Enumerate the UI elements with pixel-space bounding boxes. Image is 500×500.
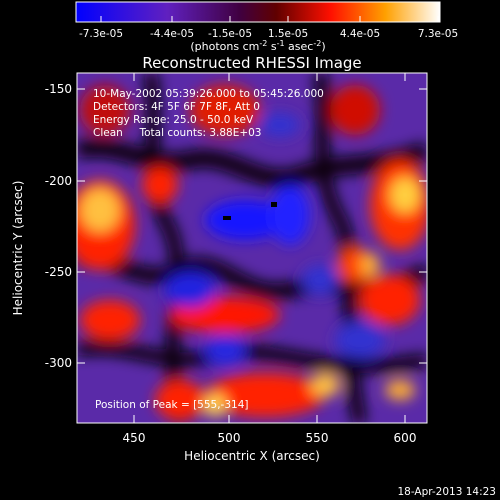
min-marker [223, 216, 231, 220]
y-tick-label: -150 [45, 82, 72, 96]
y-axis-label: Heliocentric Y (arcsec) [11, 181, 25, 316]
x-tick-label: 600 [394, 431, 417, 445]
colorbar: -7.3e-05 -4.4e-05 -1.5e-05 1.5e-05 4.4e-05 7.… [75, 1, 458, 53]
x-tick-label: 500 [218, 431, 241, 445]
y-tick-label: -300 [45, 356, 72, 370]
info-line-energy: Energy Range: 25.0 - 50.0 keV [93, 114, 254, 126]
x-tick-label: 450 [123, 431, 146, 445]
rhessi-image-map [77, 73, 427, 423]
colorbar-tick-label: -7.3e-05 [79, 28, 123, 40]
colorbar-tick-label: 4.4e-05 [340, 28, 380, 40]
colorbar-tick-label: -1.5e-05 [208, 28, 252, 40]
info-line-counts: Clean Total counts: 3.88E+03 [93, 127, 262, 139]
colorbar-tick-label: 7.3e-05 [418, 28, 458, 40]
x-axis: 450 500 550 600 [123, 73, 417, 445]
y-axis: -150 -200 -250 -300 [45, 82, 427, 370]
min-marker-2 [271, 202, 277, 207]
colorbar-gradient [75, 1, 441, 23]
colorbar-tick-label: -4.4e-05 [150, 28, 194, 40]
colorbar-ticks: -7.3e-05 -4.4e-05 -1.5e-05 1.5e-05 4.4e-05 7.… [79, 16, 458, 40]
colorbar-tick-label: 1.5e-05 [268, 28, 308, 40]
x-tick-label: 550 [306, 431, 329, 445]
y-tick-label: -200 [45, 174, 72, 188]
x-axis-label: Heliocentric X (arcsec) [184, 449, 320, 463]
colorbar-units-label: (photons cm-2 s-1 asec-2) [190, 39, 325, 53]
peak-position-label: Position of Peak = [555,-314] [95, 399, 249, 411]
plot-title: Reconstructed RHESSI Image [142, 54, 361, 72]
info-line-time: 10-May-2002 05:39:26.000 to 05:45:26.000 [93, 88, 324, 100]
info-line-detectors: Detectors: 4F 5F 6F 7F 8F, Att 0 [93, 101, 260, 113]
info-block: 10-May-2002 05:39:26.000 to 05:45:26.000… [93, 88, 324, 139]
footer-timestamp: 18-Apr-2013 14:23 [397, 486, 496, 498]
y-tick-label: -250 [45, 265, 72, 279]
plot-frame [76, 72, 428, 424]
